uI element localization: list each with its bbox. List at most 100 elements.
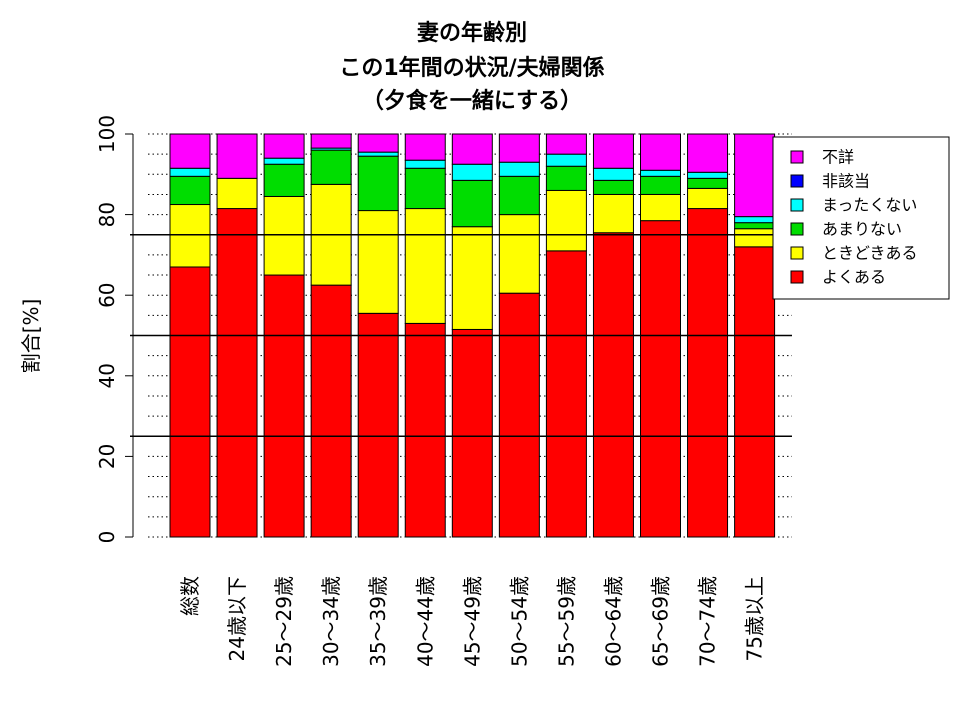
bar-segment: [216, 177, 258, 210]
bar-segment: [451, 179, 493, 228]
bar-segment: [169, 167, 211, 177]
bar-segment: [498, 292, 540, 538]
bar-segment: [357, 312, 399, 538]
x-tick-label: 24歳以下: [225, 576, 249, 661]
bar-segment: [498, 133, 540, 163]
y-tick-label: 80: [95, 202, 119, 227]
bar-segment: [357, 155, 399, 212]
bar-segment: [310, 133, 352, 149]
x-tick-label: 75歳以上: [743, 576, 767, 661]
bar-segment: [498, 214, 540, 294]
x-tick-label: 45～49歳: [460, 576, 484, 667]
bar-segment: [545, 153, 587, 167]
bar-segment: [263, 195, 305, 276]
bar-segment: [687, 177, 729, 189]
x-tick-label: 30～34歳: [319, 576, 343, 667]
bar-segment: [498, 175, 540, 216]
y-tick-label: 100: [95, 115, 119, 153]
bar-segment: [687, 187, 729, 210]
bar-segment: [404, 208, 446, 324]
bar-segment: [640, 220, 681, 538]
bar-segment: [687, 133, 729, 173]
x-tick-label: 65～69歳: [649, 576, 673, 667]
chart-title-line-1: 妻の年齢別: [417, 20, 527, 46]
chart-title-line-3: （夕食を一緒にする）: [362, 88, 582, 114]
bar-segment: [734, 133, 776, 218]
bar-segment: [357, 151, 399, 157]
x-axis-labels: 総数 24歳以下 25～29歳 30～34歳 35～39歳 40～44歳 45～49歳 50～…: [178, 576, 767, 667]
bar-segment: [404, 159, 446, 169]
bar-segment: [404, 133, 446, 161]
bar-segment: [545, 250, 587, 538]
bar-segment: [357, 133, 399, 153]
bar-segment: [640, 169, 681, 177]
legend-swatch: [790, 198, 804, 212]
legend-label: ときどきある: [822, 244, 918, 263]
bar-segment: [451, 133, 493, 165]
y-tick-label: 40: [95, 363, 119, 388]
legend-swatch: [790, 222, 804, 236]
bar-segment: [687, 171, 729, 179]
bar-segment: [592, 179, 634, 195]
bar-segment: [451, 163, 493, 181]
x-tick-label: 35～39歳: [366, 576, 390, 667]
bar-segment: [404, 322, 446, 538]
legend-swatch: [790, 246, 804, 260]
bar-segment: [592, 232, 634, 538]
bar-segment: [734, 222, 776, 230]
bar-segment: [451, 226, 493, 330]
bar-segment: [545, 133, 587, 155]
bar-segment: [687, 208, 729, 538]
bar-segment: [216, 208, 258, 538]
bar-segment: [169, 133, 211, 169]
bar-segment: [169, 266, 211, 538]
bar-segment: [404, 167, 446, 210]
x-tick-label: 70～74歳: [696, 576, 720, 667]
bars: [169, 133, 776, 538]
legend-swatch: [790, 174, 804, 188]
bar-segment: [498, 161, 540, 177]
x-tick-label: 総数: [178, 576, 202, 616]
bar-segment: [357, 210, 399, 314]
bar-segment: [169, 204, 211, 268]
reference-lines: [130, 234, 792, 437]
bar-segment: [216, 133, 258, 179]
chart-title-line-2: この1年間の状況/夫婦関係: [339, 55, 604, 81]
bar-segment: [734, 228, 776, 248]
bar-segment: [545, 189, 587, 252]
bar-segment: [310, 284, 352, 538]
bar-segment: [263, 133, 305, 159]
bar-segment: [640, 175, 681, 195]
x-tick-label: 25～29歳: [272, 576, 296, 667]
legend-swatch: [790, 270, 804, 284]
x-tick-label: 50～54歳: [507, 576, 531, 667]
legend-label: よくある: [822, 268, 886, 287]
bar-segment: [592, 193, 634, 234]
chart-title: 妻の年齢別 この1年間の状況/夫婦関係 （夕食を一緒にする）: [339, 20, 604, 114]
y-axis: 0 20 40 60 80 100: [95, 115, 134, 544]
bar-segment: [263, 157, 305, 165]
legend-label: 不詳: [822, 148, 854, 167]
x-tick-label: 40～44歳: [413, 576, 437, 667]
y-tick-label: 0: [95, 531, 119, 544]
legend-label: まったくない: [822, 196, 917, 215]
legend-label: あまりない: [822, 220, 902, 239]
bar-segment: [734, 246, 776, 538]
bar-segment: [640, 133, 681, 171]
y-axis-label: 割合[%]: [19, 299, 43, 374]
y-tick-label: 60: [95, 282, 119, 307]
bar-segment: [592, 167, 634, 181]
x-tick-label: 60～64歳: [601, 576, 625, 667]
bar-segment: [310, 149, 352, 185]
bar-segment: [451, 328, 493, 538]
bar-segment: [734, 216, 776, 224]
x-tick-label: 55～59歳: [554, 576, 578, 667]
bar-segment: [640, 193, 681, 222]
bar-segment: [263, 274, 305, 538]
legend-label: 非該当: [822, 172, 870, 191]
bar-segment: [263, 163, 305, 197]
bar-segment: [592, 133, 634, 169]
y-tick-label: 20: [95, 444, 119, 469]
